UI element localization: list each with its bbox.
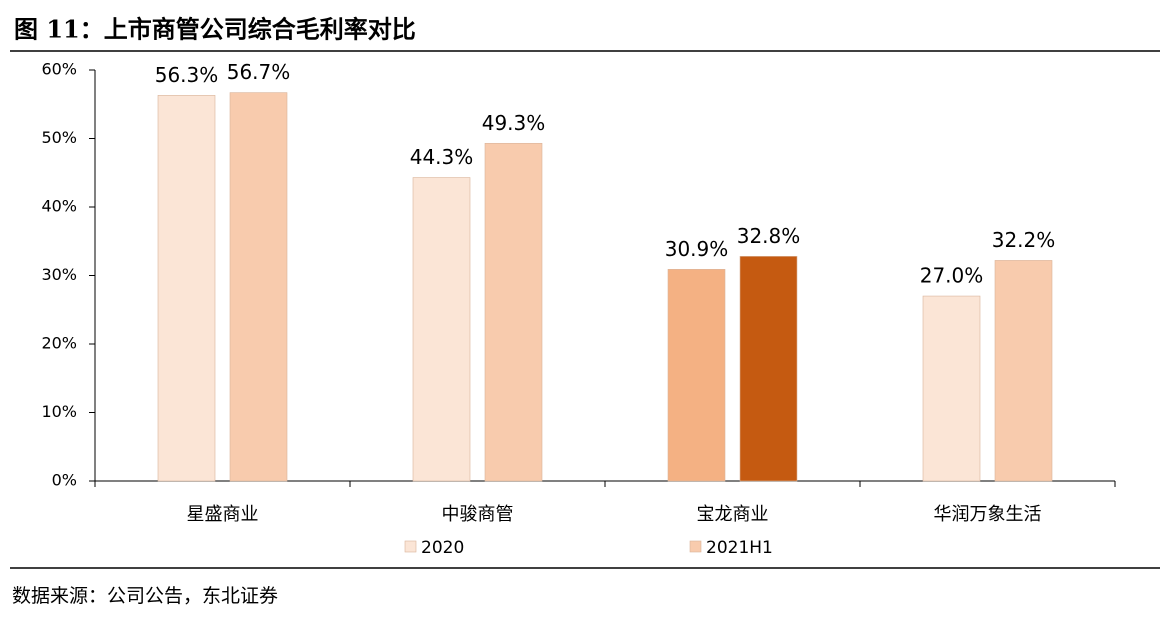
data-label: 30.9% (665, 237, 729, 261)
legend-swatch (404, 540, 417, 553)
bar (157, 95, 216, 482)
data-label: 56.7% (227, 60, 291, 84)
legend-label: 2020 (421, 538, 464, 558)
x-tick-label: 宝龙商业 (697, 504, 769, 525)
y-tick-label: 60% (41, 60, 77, 79)
bar (229, 92, 288, 482)
x-tick-label: 中骏商管 (442, 504, 514, 525)
legend-label: 2021H1 (706, 538, 773, 558)
data-label: 49.3% (482, 111, 546, 135)
x-tick-label: 星盛商业 (187, 504, 259, 525)
x-tick-label: 华润万象生活 (934, 504, 1042, 525)
data-label: 56.3% (155, 63, 219, 87)
y-tick-label: 40% (41, 197, 77, 216)
data-label: 32.2% (992, 228, 1056, 252)
data-label: 44.3% (410, 145, 474, 169)
bar (667, 269, 726, 482)
y-tick-label: 30% (41, 265, 77, 284)
bar (412, 177, 471, 482)
legend-swatch (689, 540, 702, 553)
bar (739, 256, 798, 482)
bar (922, 295, 981, 482)
y-tick-label: 20% (41, 334, 77, 353)
y-tick-label: 50% (41, 128, 77, 147)
data-label: 32.8% (737, 224, 801, 248)
y-tick-label: 10% (41, 402, 77, 421)
source-note: 数据来源：公司公告，东北证券 (12, 585, 278, 607)
y-tick-label: 0% (52, 471, 77, 490)
chart-title: 图 11：上市商管公司综合毛利率对比 (14, 15, 416, 44)
data-label: 27.0% (920, 264, 984, 288)
bar (994, 260, 1053, 482)
bar (484, 142, 543, 482)
